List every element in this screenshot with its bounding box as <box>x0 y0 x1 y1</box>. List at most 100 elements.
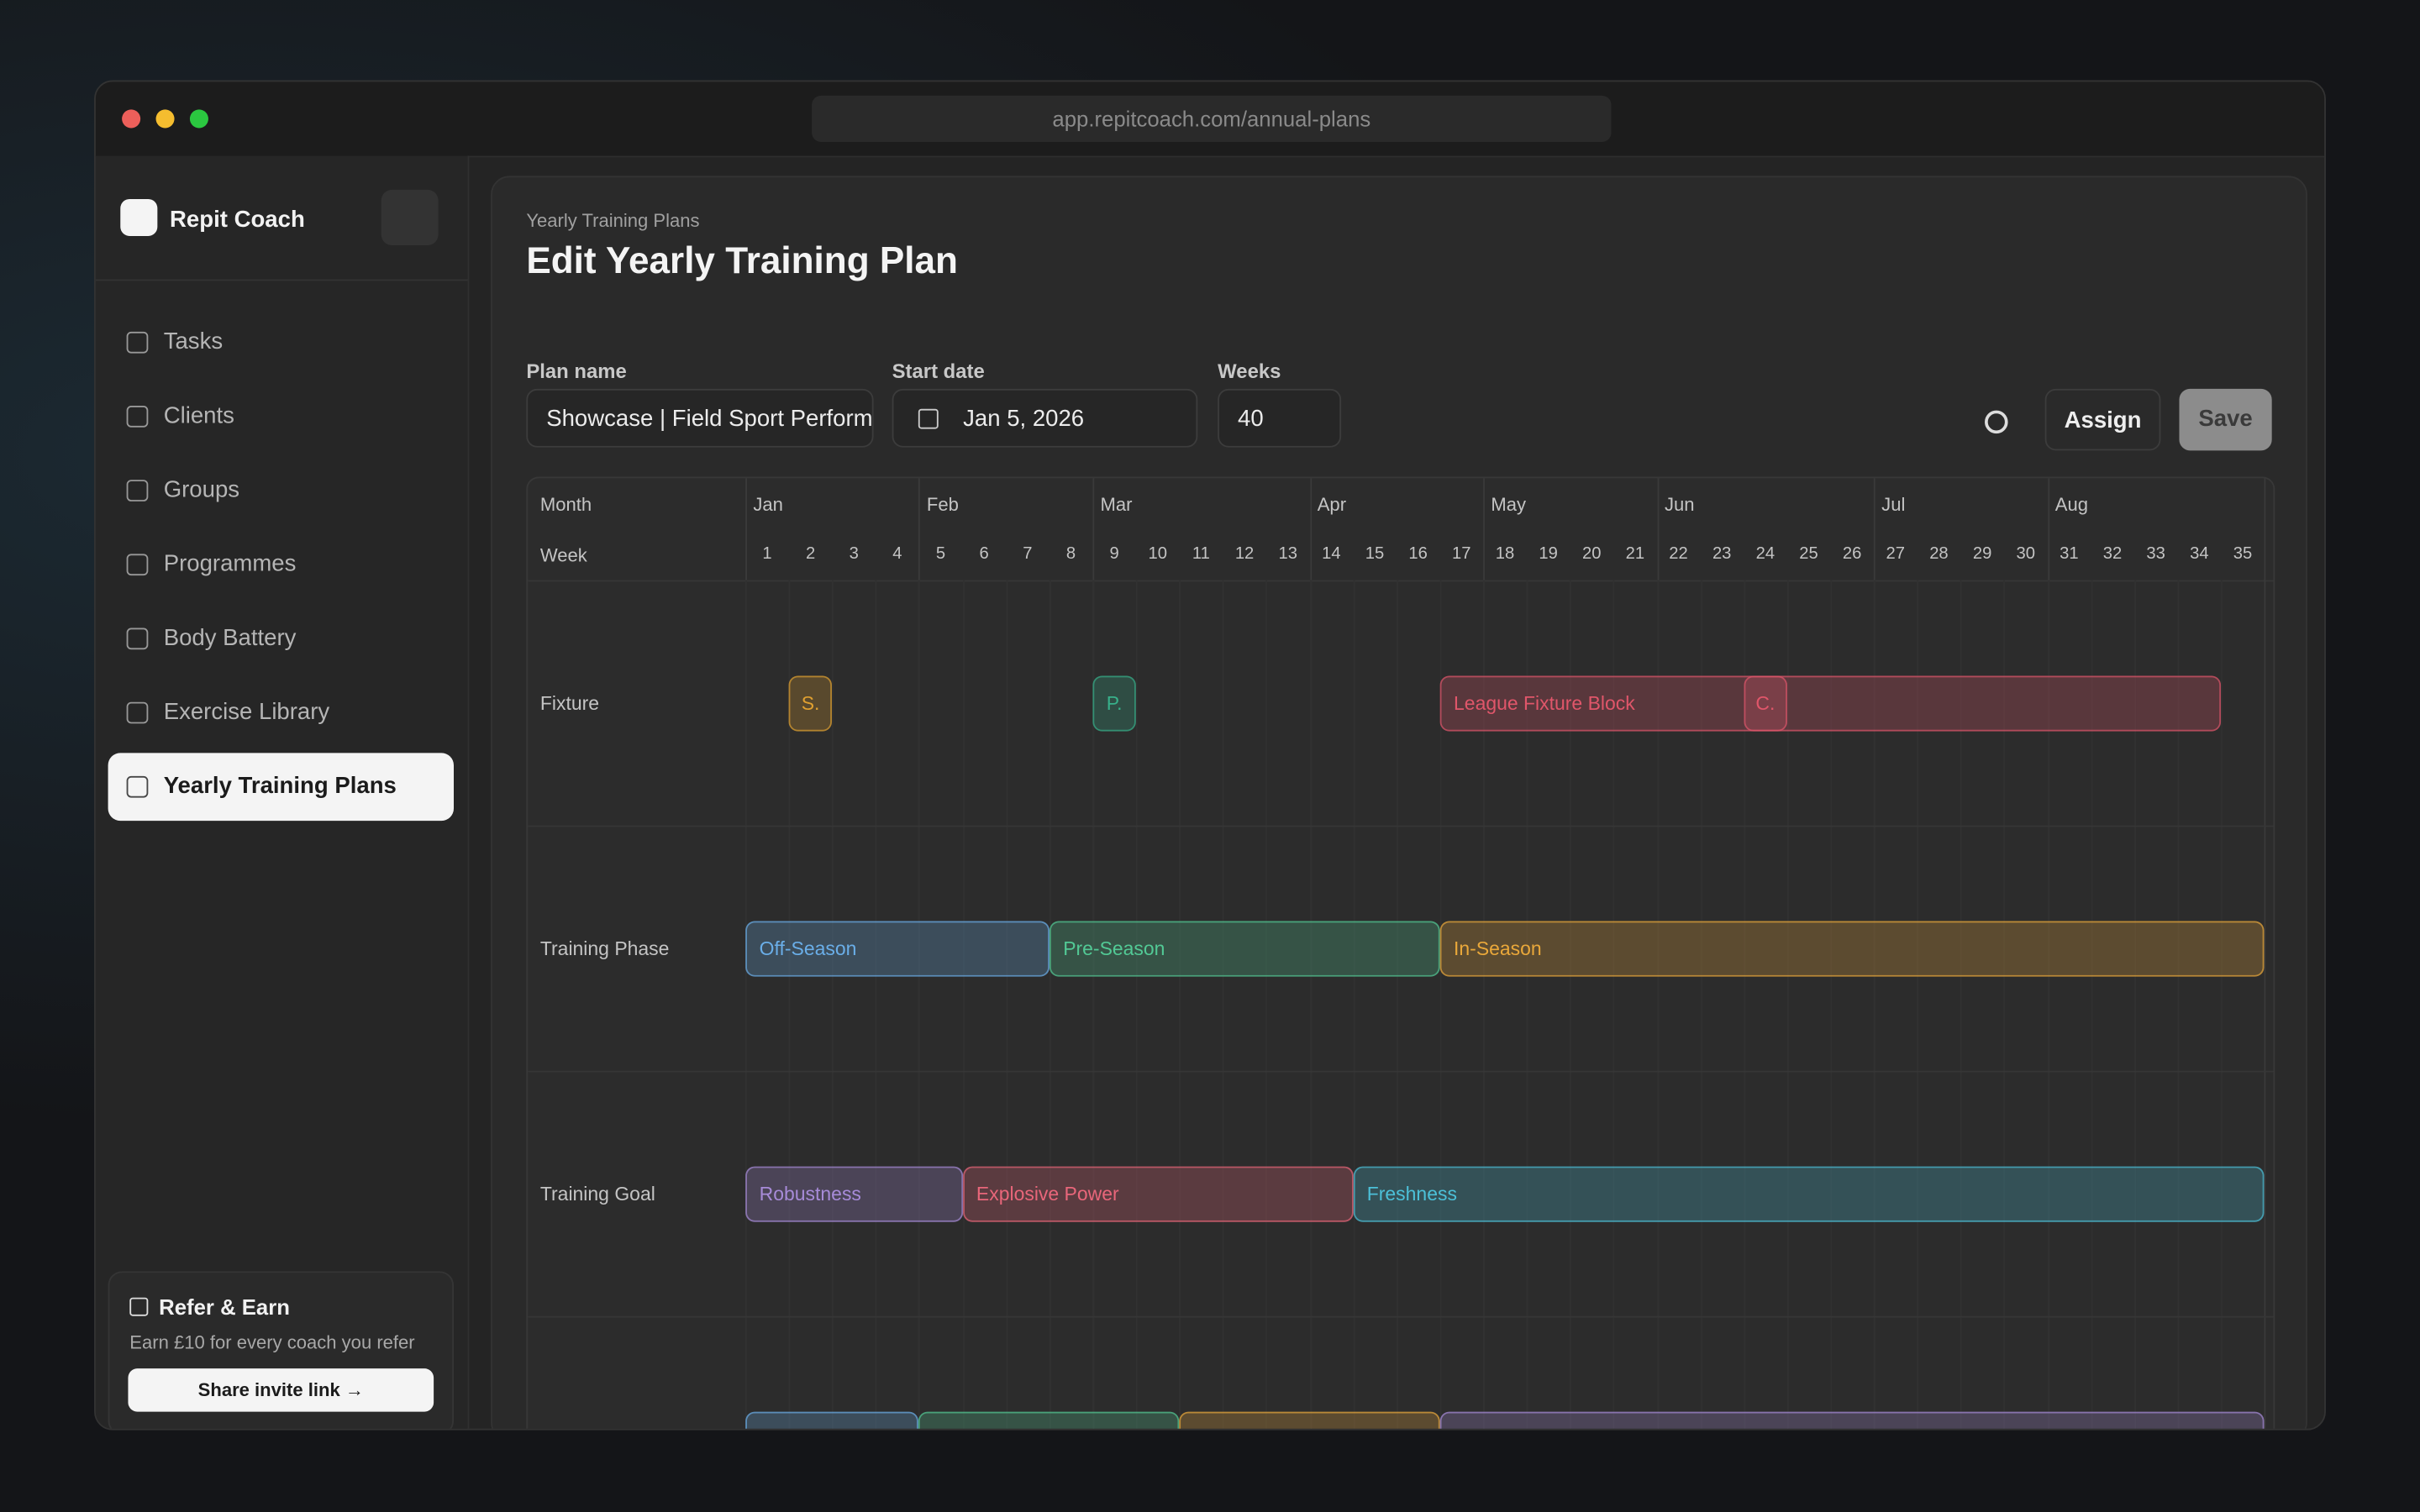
field-label: Weeks <box>1218 359 1281 383</box>
week-line <box>832 580 834 1429</box>
week-label: 25 <box>1799 544 1818 564</box>
share-button[interactable]: Share invite link → <box>128 1368 434 1412</box>
plan-name-input[interactable]: Showcase | Field Sport Performance <box>526 388 874 448</box>
address-bar[interactable]: app.repitcoach.com/annual-plans <box>812 95 1612 142</box>
nav-icon <box>126 554 149 576</box>
week-line <box>1960 580 1963 1429</box>
collapse-button[interactable] <box>381 189 439 246</box>
save-button[interactable]: Save <box>2179 388 2272 451</box>
week-line <box>876 580 877 1429</box>
close-button[interactable] <box>122 109 141 129</box>
plan-block[interactable]: Strength & Power <box>918 1411 1180 1429</box>
week-label: 22 <box>1669 544 1688 564</box>
nav-item[interactable]: Yearly Training Plans <box>108 753 454 822</box>
header-label: Week <box>539 544 587 567</box>
plan-block[interactable]: In-Season Maintenance <box>1439 1411 2265 1429</box>
maximize-button[interactable] <box>189 109 208 129</box>
row-label: Training Block <box>540 1429 662 1431</box>
gift-icon <box>129 1297 149 1316</box>
week-label: 16 <box>1408 544 1428 564</box>
field-label: Plan name <box>526 359 627 383</box>
month-label: May <box>1491 493 1526 516</box>
refer-card: Refer & Earn Earn £10 for every coach yo… <box>108 1271 454 1429</box>
nav-item[interactable]: Tasks <box>108 308 454 376</box>
week-line <box>1396 580 1398 1429</box>
row-label: Training Goal <box>539 1183 655 1205</box>
week-label: 20 <box>1581 544 1602 564</box>
week-label: 3 <box>849 544 859 564</box>
week-label: 12 <box>1234 544 1255 564</box>
browser-window: app.repitcoach.com/annual-plans Repit Co… <box>94 80 2326 1431</box>
breadcrumb[interactable]: Yearly Training Plans <box>526 209 700 232</box>
week-label: 29 <box>1972 544 1992 564</box>
week-line <box>1309 580 1312 1429</box>
week-label: 17 <box>1452 544 1471 564</box>
week-label: 11 <box>1192 544 1210 564</box>
row-label: Fixture <box>539 692 600 715</box>
week-label: 30 <box>2016 544 2035 564</box>
plan-block[interactable]: C. <box>1744 675 1787 732</box>
week-label: 18 <box>1495 544 1515 564</box>
month-line <box>2264 478 2266 1429</box>
main-panel: Yearly Training Plans Edit Yearly Traini… <box>491 176 2307 1431</box>
row-divider <box>528 825 2274 827</box>
week-line <box>1700 580 1702 1429</box>
week-label: 15 <box>1365 544 1385 564</box>
week-label: 32 <box>2102 544 2123 564</box>
week-line <box>1483 580 1485 1429</box>
field-label: Start date <box>892 359 985 383</box>
week-label: 33 <box>2146 544 2165 564</box>
plan-block[interactable]: S. <box>788 675 833 732</box>
nav-icon <box>126 701 149 724</box>
plan-block[interactable]: In-Season <box>1439 921 2265 977</box>
refer-title: Refer & Earn <box>159 1294 290 1320</box>
plan-block[interactable]: League Fixture Block <box>1439 675 2222 732</box>
nav-item[interactable]: Exercise Library <box>108 679 454 747</box>
start-date-input[interactable]: Jan 5, 2026 <box>892 388 1198 448</box>
week-line <box>1526 580 1528 1429</box>
week-line <box>1439 580 1442 1429</box>
week-line <box>1179 580 1181 1429</box>
week-line <box>918 580 921 1429</box>
week-label: 31 <box>2060 544 2079 564</box>
plan-block[interactable]: Explosive Power <box>962 1166 1354 1222</box>
sidebar: Repit Coach Refer & Earn Earn £10 for ev… <box>95 155 470 1429</box>
assign-button[interactable]: Assign <box>2044 388 2161 451</box>
week-line <box>788 580 791 1429</box>
nav-item[interactable]: Groups <box>108 457 454 525</box>
week-line <box>1223 580 1225 1429</box>
row-divider <box>528 1070 2274 1073</box>
month-label: Feb <box>926 493 959 516</box>
week-label: 21 <box>1625 544 1645 564</box>
plan-block[interactable]: Robustness <box>745 1166 963 1222</box>
divider <box>528 580 2274 582</box>
nav-item[interactable]: Body Battery <box>108 605 454 673</box>
plan-block[interactable]: Off-Season <box>745 921 1050 977</box>
week-line <box>1830 580 1833 1429</box>
month-label: Jan <box>753 493 783 516</box>
plan-block[interactable]: P. <box>1092 675 1136 732</box>
week-line <box>2221 580 2223 1429</box>
week-label: 26 <box>1842 544 1862 564</box>
refer-text: Earn £10 for every coach you refer <box>129 1331 415 1353</box>
header-label: Month <box>539 493 592 516</box>
plan-block[interactable]: Pre-Season <box>1049 921 1440 977</box>
nav-item[interactable]: Programmes <box>108 531 454 599</box>
week-line <box>1092 580 1095 1429</box>
week-line <box>1744 580 1745 1429</box>
weeks-input[interactable]: 40 <box>1218 388 1342 448</box>
week-label: 4 <box>892 544 902 564</box>
row-label: Training Phase <box>539 937 670 960</box>
week-line <box>1006 580 1007 1429</box>
plan-block[interactable]: Freshness <box>1353 1166 2265 1222</box>
nav-item[interactable]: Clients <box>108 383 454 451</box>
month-label: Jul <box>1881 493 1906 516</box>
settings-button[interactable] <box>1985 410 2008 434</box>
week-label: 19 <box>1539 544 1558 564</box>
week-label: 34 <box>2190 544 2209 564</box>
plan-block[interactable]: Off-Season Strength <box>745 1411 919 1429</box>
plan-block[interactable]: Pre-Season Competition <box>1179 1411 1440 1429</box>
week-line <box>745 580 747 1429</box>
minimize-button[interactable] <box>155 109 175 129</box>
